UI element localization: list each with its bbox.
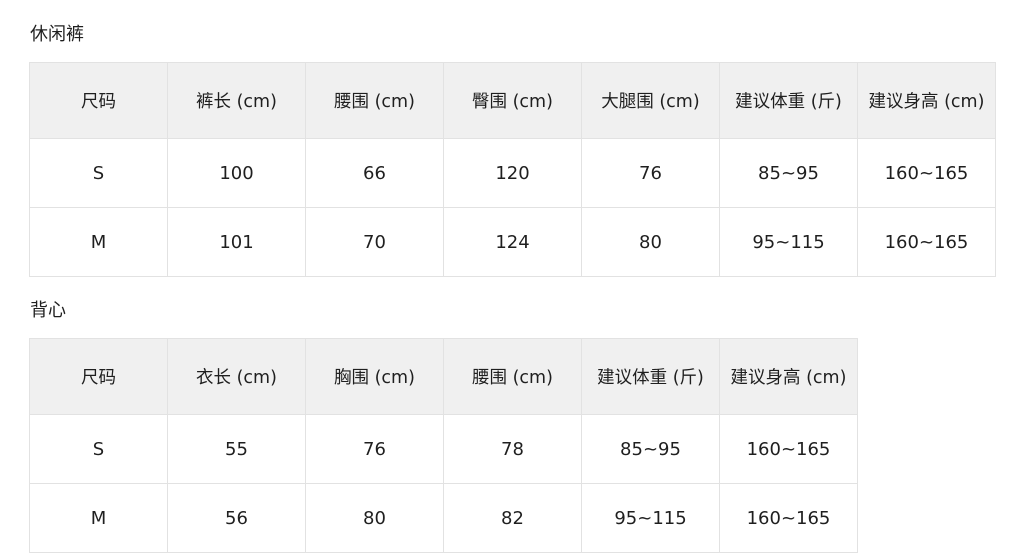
- pants-section-title: 休闲裤: [30, 24, 84, 45]
- table-cell: 85~95: [581, 414, 720, 484]
- table-cell: 160~165: [719, 414, 858, 484]
- table-cell: 85~95: [719, 138, 858, 208]
- table-cell: 95~115: [719, 207, 858, 277]
- table-cell: 160~165: [719, 483, 858, 553]
- table-cell: M: [29, 207, 168, 277]
- column-header: 腰围 (cm): [305, 62, 444, 139]
- pants-size-table: 尺码 裤长 (cm) 腰围 (cm) 臀围 (cm) 大腿围 (cm) 建议体重 (斤) 建…: [29, 62, 996, 277]
- column-header: 衣长 (cm): [167, 338, 306, 415]
- column-header: 裤长 (cm): [167, 62, 306, 139]
- header-row: 尺码 裤长 (cm) 腰围 (cm) 臀围 (cm) 大腿围 (cm) 建议体重 (斤) 建…: [29, 62, 996, 139]
- table-cell: 76: [581, 138, 720, 208]
- column-header: 臀围 (cm): [443, 62, 582, 139]
- table-row: S 100 66 120 76 85~95 160~165: [29, 138, 996, 208]
- table-cell: 95~115: [581, 483, 720, 553]
- column-header: 建议体重 (斤): [581, 338, 720, 415]
- table-row: M 101 70 124 80 95~115 160~165: [29, 207, 996, 277]
- table-row: S 55 76 78 85~95 160~165: [29, 414, 858, 484]
- table-cell: 160~165: [857, 207, 996, 277]
- column-header: 腰围 (cm): [443, 338, 582, 415]
- table-cell: 70: [305, 207, 444, 277]
- table-cell: 80: [305, 483, 444, 553]
- header-row: 尺码 衣长 (cm) 胸围 (cm) 腰围 (cm) 建议体重 (斤) 建议身高 (cm): [29, 338, 858, 415]
- table-row: M 56 80 82 95~115 160~165: [29, 483, 858, 553]
- table-cell: 120: [443, 138, 582, 208]
- table-cell: 101: [167, 207, 306, 277]
- table-cell: 55: [167, 414, 306, 484]
- vest-section-title: 背心: [30, 300, 66, 321]
- table-cell: 80: [581, 207, 720, 277]
- table-cell: M: [29, 483, 168, 553]
- table-cell: 124: [443, 207, 582, 277]
- table-cell: S: [29, 138, 168, 208]
- table-cell: 66: [305, 138, 444, 208]
- column-header: 建议身高 (cm): [857, 62, 996, 139]
- table-cell: 160~165: [857, 138, 996, 208]
- table-cell: 76: [305, 414, 444, 484]
- column-header: 大腿围 (cm): [581, 62, 720, 139]
- column-header: 胸围 (cm): [305, 338, 444, 415]
- column-header: 建议身高 (cm): [719, 338, 858, 415]
- column-header: 建议体重 (斤): [719, 62, 858, 139]
- table-cell: 56: [167, 483, 306, 553]
- table-cell: 78: [443, 414, 582, 484]
- table-cell: 82: [443, 483, 582, 553]
- column-header: 尺码: [29, 338, 168, 415]
- table-cell: 100: [167, 138, 306, 208]
- column-header: 尺码: [29, 62, 168, 139]
- vest-size-table: 尺码 衣长 (cm) 胸围 (cm) 腰围 (cm) 建议体重 (斤) 建议身高 (cm)…: [29, 338, 858, 553]
- table-cell: S: [29, 414, 168, 484]
